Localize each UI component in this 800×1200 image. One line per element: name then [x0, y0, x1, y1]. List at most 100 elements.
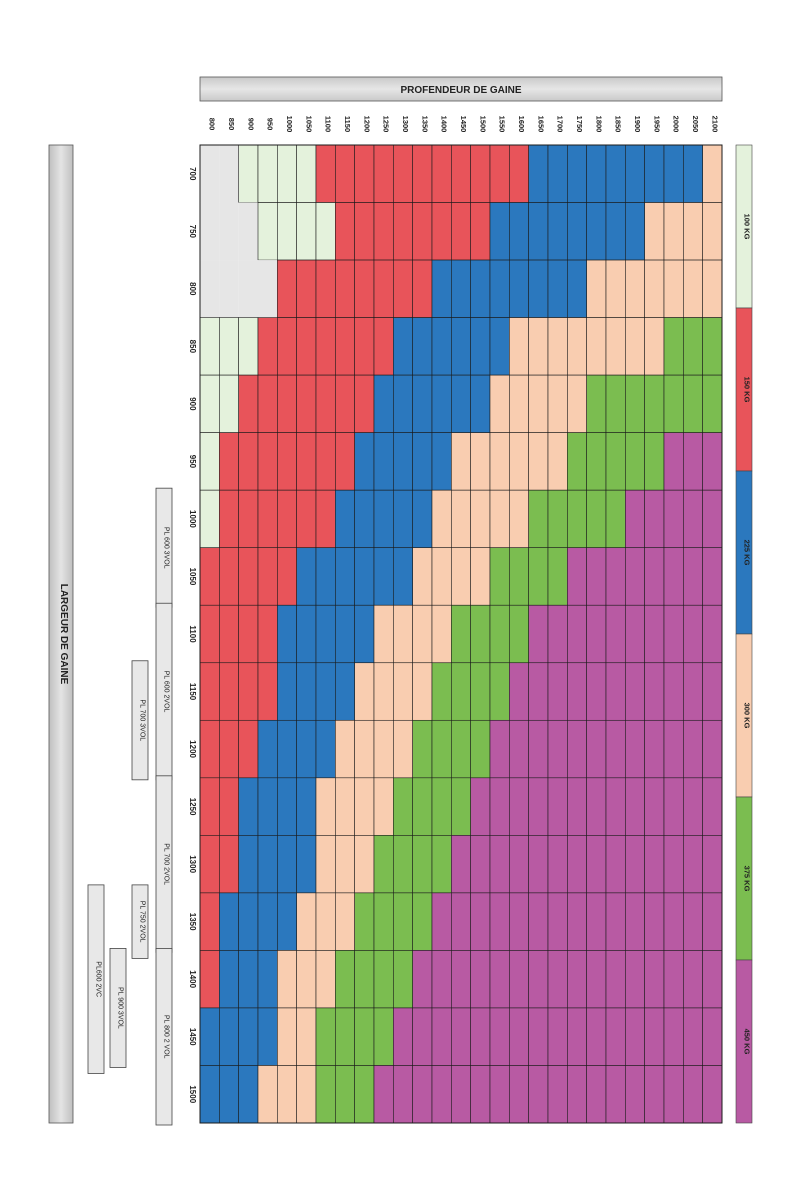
cell [219, 260, 239, 318]
cell [412, 202, 433, 261]
cell [470, 432, 491, 491]
cell [373, 719, 394, 779]
cell [509, 489, 529, 549]
cell [663, 259, 684, 318]
cell [702, 604, 723, 664]
cell [238, 489, 259, 549]
cell [586, 317, 607, 376]
cell [431, 950, 452, 1009]
annotation-bar [131, 884, 149, 959]
x-tick-label: 1500 [478, 116, 487, 133]
x-tick-labels: 800 850 900 950 1000 1050 1100 1150 1200 1250 1300… [208, 116, 720, 133]
cell [277, 489, 297, 549]
cell [257, 835, 278, 894]
x-tick-label: 1600 [517, 116, 526, 133]
y-tick-label: 900 [188, 397, 197, 411]
cell [257, 374, 278, 433]
legend: 100 KG 150 KG 225 KG 300 KG 375 KG 450 KG [735, 144, 753, 1124]
cell [451, 835, 471, 894]
cell [702, 374, 723, 433]
cell [412, 374, 433, 433]
cell [393, 835, 413, 894]
cell [315, 202, 336, 261]
cell [412, 547, 433, 606]
cell [605, 374, 626, 433]
cell [451, 317, 471, 376]
cell [431, 1007, 452, 1066]
cell [702, 144, 723, 203]
cell [354, 202, 375, 261]
cell [354, 892, 375, 951]
annotation-label: PL 600 3VOL [163, 527, 170, 569]
cell [625, 835, 645, 894]
cell [393, 1065, 413, 1124]
cell [296, 259, 317, 318]
y-tick-label: 1400 [188, 970, 197, 988]
cell [470, 1065, 491, 1124]
cell [238, 662, 259, 721]
cell [528, 835, 549, 894]
y-tick-label: 850 [188, 340, 197, 354]
cell [335, 489, 355, 549]
cell [219, 719, 239, 779]
cell [605, 547, 626, 606]
cell [663, 1007, 684, 1066]
y-tick-label: 1450 [188, 1028, 197, 1046]
cell [373, 317, 394, 376]
cell [470, 719, 491, 779]
cell [509, 374, 529, 433]
cell [683, 317, 703, 376]
cell [489, 950, 510, 1009]
cell [277, 144, 297, 203]
cell [605, 950, 626, 1009]
cell [509, 432, 529, 491]
cell [702, 1065, 723, 1124]
x-tick-label: 800 [208, 118, 217, 131]
cell [470, 950, 491, 1009]
cell [644, 374, 665, 433]
cell [567, 1007, 587, 1066]
legend-label: 150 KG [743, 377, 752, 403]
cell [528, 374, 549, 433]
cell [257, 892, 278, 951]
cell [393, 547, 413, 606]
cell [470, 777, 491, 836]
annotation-bar [131, 660, 149, 781]
cell [373, 950, 394, 1009]
cell [199, 547, 220, 606]
cell [605, 1065, 626, 1124]
cell [663, 777, 684, 836]
x-tick-label: 1200 [362, 116, 371, 133]
cell [683, 777, 703, 836]
cell [354, 1007, 375, 1066]
cell [625, 317, 645, 376]
cell [199, 835, 220, 894]
cell [412, 259, 433, 318]
cell [451, 432, 471, 491]
cell [257, 202, 278, 261]
cell [567, 892, 587, 951]
cell [393, 719, 413, 779]
cell [451, 719, 471, 779]
cell [238, 317, 259, 376]
cell [335, 719, 355, 779]
cell [257, 1065, 278, 1124]
cell [567, 374, 587, 433]
legend-label: 375 KG [743, 866, 752, 892]
cell [528, 777, 549, 836]
cell [451, 202, 471, 261]
cell [373, 259, 394, 318]
cell [257, 719, 278, 779]
cell [644, 835, 665, 894]
cell [315, 547, 336, 606]
cell [625, 950, 645, 1009]
cell [219, 835, 239, 894]
cell [683, 202, 703, 261]
cell [683, 1065, 703, 1124]
cell [528, 892, 549, 951]
cell [702, 950, 723, 1009]
x-tick-label: 1650 [536, 116, 545, 133]
cell [509, 777, 529, 836]
cell [335, 604, 355, 664]
cell [257, 1007, 278, 1066]
